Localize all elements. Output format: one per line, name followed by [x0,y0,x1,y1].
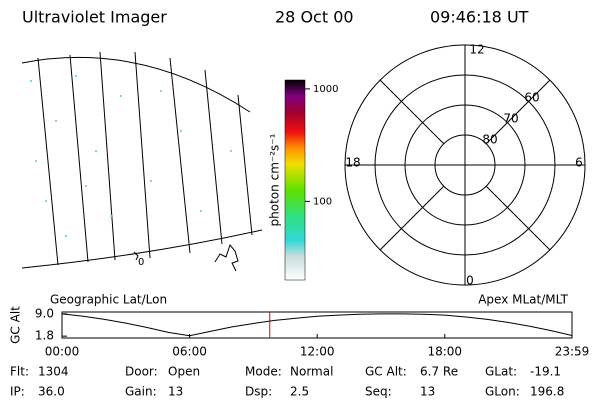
map: 0 [21,51,263,272]
mlt-label: 0 [466,274,474,288]
ring-label: 70 [503,112,518,126]
meridian [69,54,89,263]
colorbar [284,79,306,281]
alt-title-left: Geographic Lat/Lon [50,293,167,307]
x-tick-label: 12:00 [300,345,335,359]
polar-ring [434,134,496,196]
info-label: Door: [125,365,158,379]
colorbar-tick-label: 100 [313,196,332,207]
y-tick-label: 1.8 [35,329,54,343]
x-tick-label: 06:00 [172,345,207,359]
info-label: IP: [10,385,25,399]
date: 28 Oct 00 [275,8,354,27]
ring-label: 60 [524,91,539,105]
info-value: 13 [420,385,435,399]
alt-ylabel: GC Alt [9,306,23,344]
info-value: Open [168,365,200,379]
info-label: Gain: [125,385,157,399]
x-tick-label: 18:00 [427,345,462,359]
map-boundary [21,229,263,269]
info-label: Seq: [365,385,392,399]
colorbar-label: photon cm⁻²s⁻¹ [268,133,282,226]
polar-diagonal [379,185,445,251]
info-value: 13 [168,385,183,399]
speckles [30,75,232,237]
info-value: 6.7 Re [420,365,458,379]
meridian [237,94,253,236]
polar-ring [404,104,526,226]
info-label: GLat: [485,365,517,379]
y-tick-label: 9.0 [35,306,54,320]
coastline [133,251,139,261]
info-value: 36.0 [38,385,65,399]
meridian [204,69,223,245]
info-label: Dsp: [245,385,272,399]
grid-label: 0 [138,257,144,268]
info-value: Normal [290,365,333,379]
meridian [169,57,191,254]
info-value: 2.5 [290,385,309,399]
info-label: GLon: [485,385,520,399]
info-value: 196.8 [530,385,564,399]
polar-diagonal [379,79,445,145]
info-label: Flt: [10,365,29,379]
polar-diagonal [485,79,551,145]
alt-title-right: Apex MLat/MLT [478,293,568,307]
colorbar-tick-label: 1000 [313,84,338,95]
polar-diagonal [485,185,551,251]
map-boundary [21,56,251,113]
time: 09:46:18 UT [430,8,529,27]
info-value: 1304 [38,365,69,379]
mlt-label: 18 [345,156,360,170]
x-tick-label: 23:59 [555,345,590,359]
mlt-label: 6 [575,156,583,170]
x-tick-label: 00:00 [45,345,80,359]
info-label: Mode: [245,365,282,379]
instrument: Ultraviolet Imager [22,8,167,27]
altitude-line [61,313,573,337]
info-label: GC Alt: [365,365,407,379]
polar-ring [374,74,556,256]
info-value: -19.1 [530,365,561,379]
meridian [37,57,59,266]
coastline [214,243,239,272]
mlt-label: 12 [469,43,484,57]
ring-label: 80 [482,133,497,147]
meridian [99,51,116,261]
meridian [134,51,151,259]
